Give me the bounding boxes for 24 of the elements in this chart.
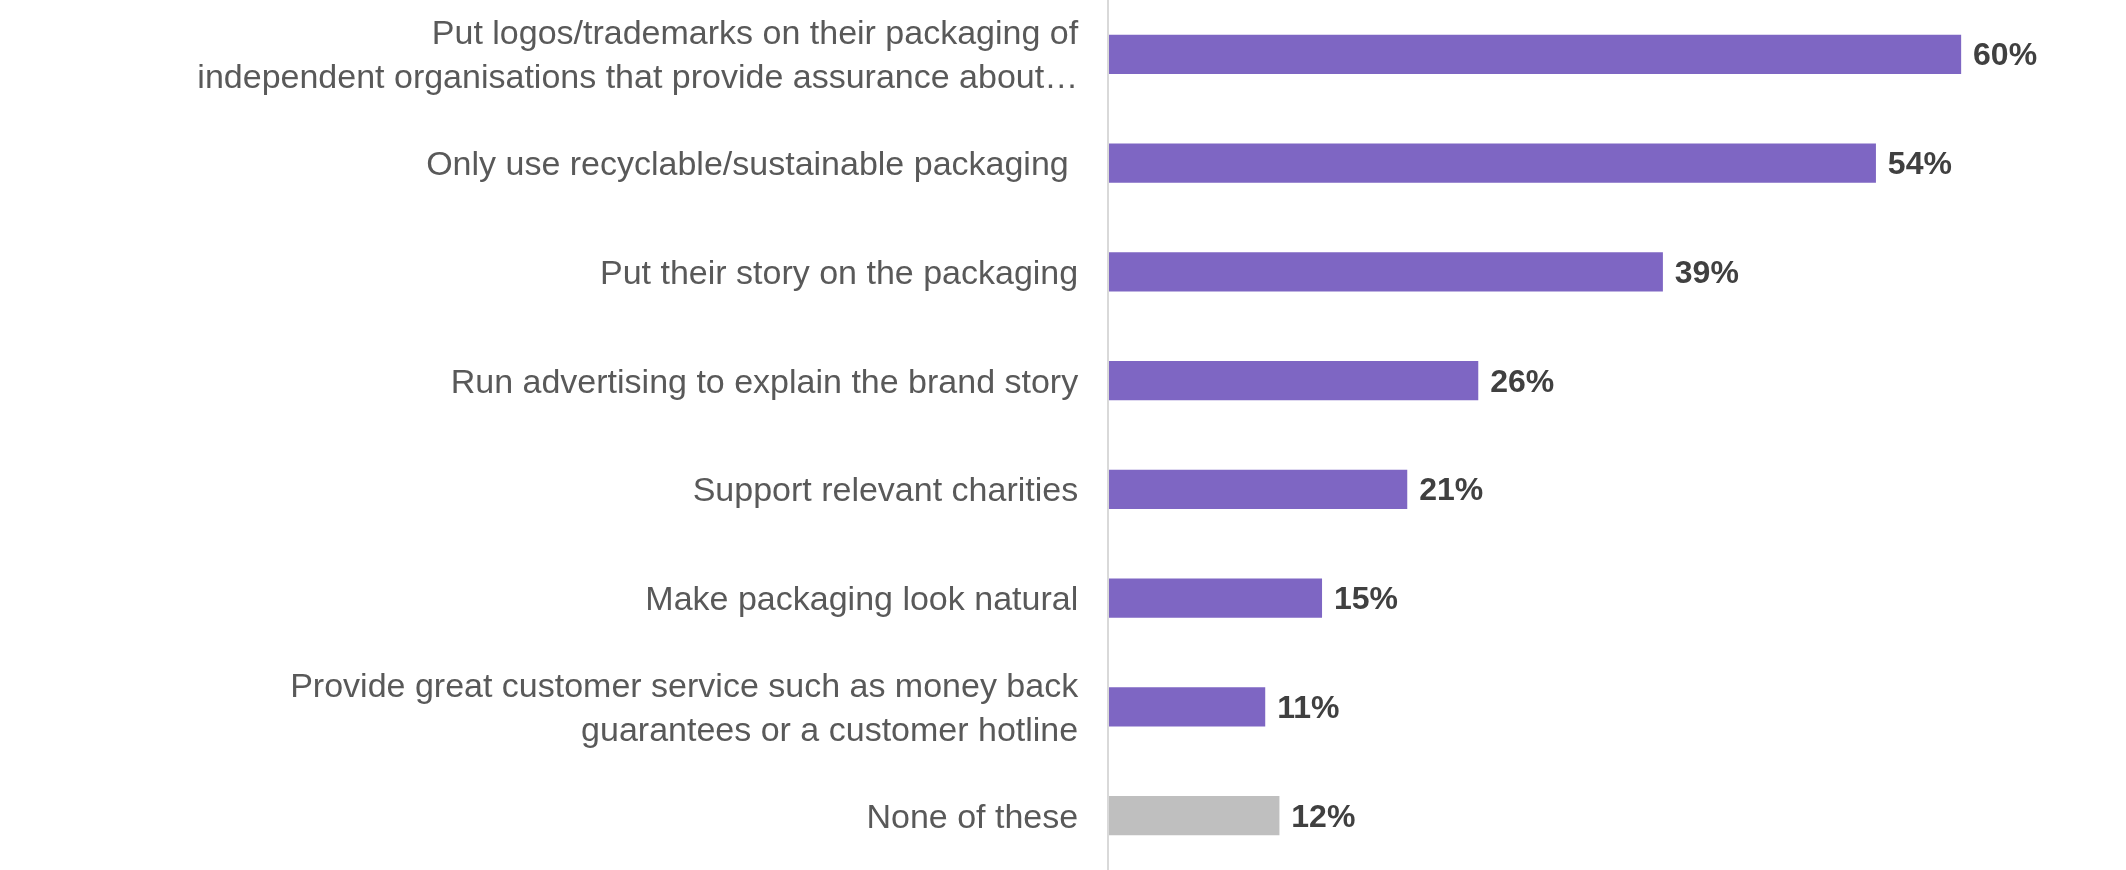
data-label: 60% [1973,36,2038,73]
bar [1109,687,1266,727]
bar [1109,361,1479,401]
bar [1109,469,1408,509]
bar [1109,143,1876,183]
data-label: 15% [1333,580,1398,617]
y-tick-label: Put logos/trademarks on their packaging of independent organisations that provide assurance about… [197,13,1079,96]
y-tick-label: Support relevant charities [692,470,1079,509]
data-label: 12% [1291,797,1356,834]
data-label: 39% [1674,253,1739,290]
y-tick-label: Make packaging look natural [645,579,1079,618]
data-label: 54% [1887,145,1952,182]
y-tick-label: None of these [866,796,1079,835]
y-tick-label: Put their story on the packaging [600,252,1079,291]
y-tick-label: Run advertising to explain the brand story [450,361,1079,400]
y-tick-label: Only use recyclable/sustainable packaging [426,144,1079,183]
data-label: 11% [1277,688,1340,725]
data-label: 21% [1419,471,1484,508]
bar [1109,252,1663,292]
data-label: 26% [1490,362,1555,399]
y-tick-label: Provide great customer service such as money back guarantees or a customer hotline [290,665,1080,748]
bar [1109,796,1280,836]
bar [1109,34,1962,74]
bar [1109,578,1323,618]
